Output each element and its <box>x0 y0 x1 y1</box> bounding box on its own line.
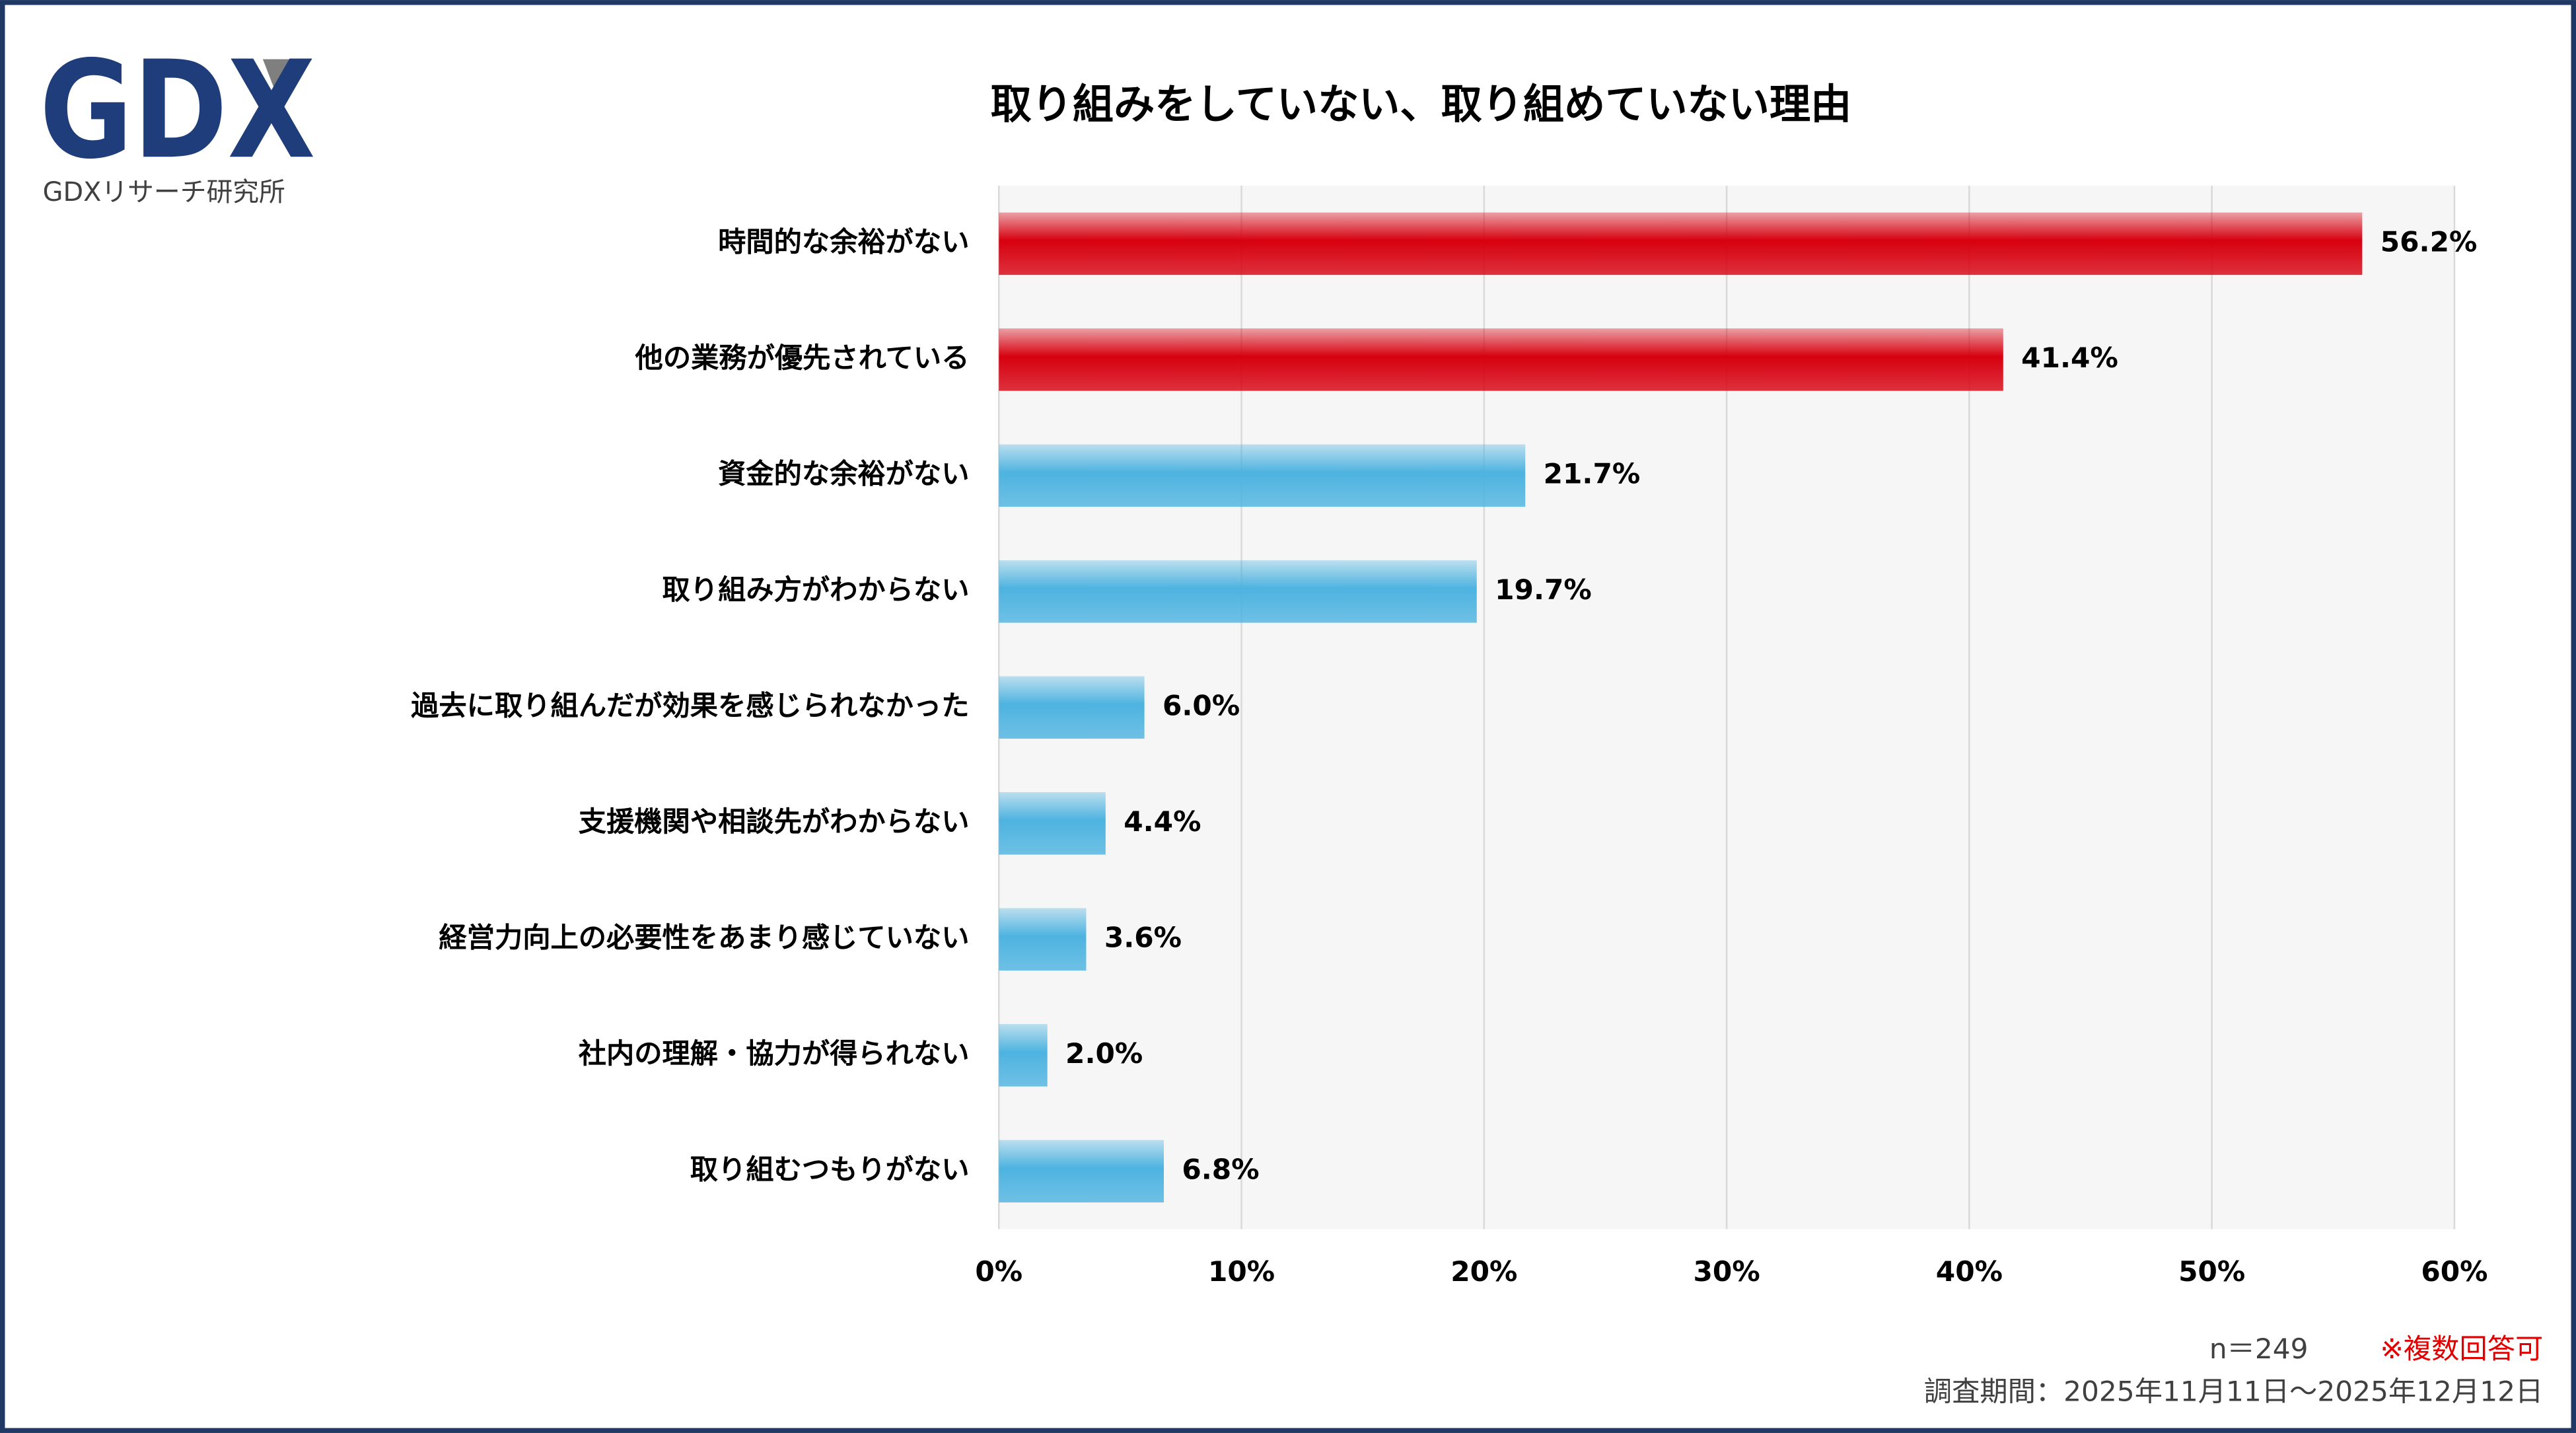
value-label: 21.7% <box>1544 457 1641 490</box>
chart-title: 取り組みをしていない、取り組めていない理由 <box>991 80 1852 128</box>
bar <box>999 792 1106 855</box>
x-tick-label: 20% <box>1450 1255 1517 1288</box>
value-label: 41.4% <box>2021 342 2118 374</box>
survey-period: 調査期間：2025年11月11日～2025年12月12日 <box>1924 1376 2543 1408</box>
bar <box>999 908 1087 971</box>
bar <box>999 1024 1048 1087</box>
y-tick-label: 過去に取り組んだが効果を感じられなかった <box>411 689 969 721</box>
note: ※複数回答可 <box>2380 1333 2544 1365</box>
y-tick-label: 時間的な余裕がない <box>718 225 969 258</box>
x-tick-label: 60% <box>2421 1255 2487 1288</box>
y-tick-label: 経営力向上の必要性をあまり感じていない <box>439 921 969 953</box>
sample-size: n＝249 <box>2209 1333 2308 1365</box>
value-label: 4.4% <box>1124 805 1201 838</box>
x-tick-label: 30% <box>1694 1255 1760 1288</box>
x-tick-label: 50% <box>2178 1255 2245 1288</box>
bar <box>999 560 1477 623</box>
value-label: 56.2% <box>2380 225 2478 258</box>
bar <box>999 328 2003 391</box>
y-tick-label: 他の業務が優先されている <box>635 342 970 374</box>
bar <box>999 444 1526 507</box>
y-tick-label: 取り組むつもりがない <box>690 1153 970 1185</box>
y-tick-label: 支援機関や相談先がわからない <box>579 805 970 838</box>
bar <box>999 1140 1164 1203</box>
logo-mark: GDX <box>40 32 316 189</box>
value-label: 6.8% <box>1182 1153 1259 1185</box>
y-tick-label: 社内の理解・協力が得られない <box>579 1037 970 1070</box>
value-label: 3.6% <box>1104 921 1182 953</box>
x-tick-label: 10% <box>1208 1255 1275 1288</box>
value-label: 6.0% <box>1163 689 1240 721</box>
value-label: 2.0% <box>1065 1037 1143 1070</box>
logo-accent <box>262 59 312 102</box>
x-tick-label: 0% <box>975 1255 1022 1288</box>
value-label: 19.7% <box>1495 573 1592 606</box>
bar <box>999 676 1145 739</box>
y-tick-label: 取り組み方がわからない <box>662 573 970 606</box>
y-tick-label: 資金的な余裕がない <box>718 457 969 490</box>
x-tick-label: 40% <box>1936 1255 2003 1288</box>
logo-name: GDXリサーチ研究所 <box>43 177 285 207</box>
bar <box>999 212 2363 276</box>
